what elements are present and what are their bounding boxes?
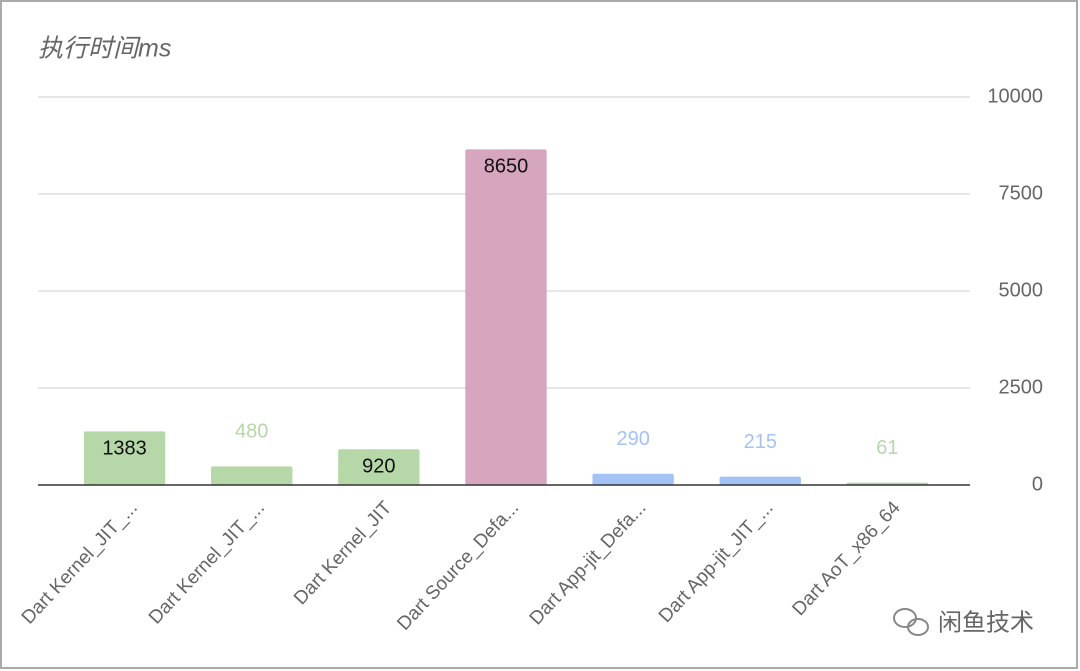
value-label: 480 [235,421,268,443]
value-label: 1383 [102,438,147,460]
y-tick-label: 7500 [999,182,1044,204]
watermark: 闲鱼技术 [938,609,1034,636]
y-tick-label: 10000 [987,85,1043,107]
bar [719,476,801,485]
bar [465,149,547,485]
value-label: 215 [744,431,777,453]
watermark-icon [893,608,929,636]
bar [338,449,420,485]
chart-title: 执行时间ms [38,35,171,63]
value-label: 61 [876,437,898,459]
y-tick-label: 2500 [999,376,1044,398]
y-tick-label: 5000 [999,279,1044,301]
y-tick-label: 0 [1032,473,1043,495]
value-label: 920 [362,456,395,478]
bar [211,466,293,485]
bar [592,473,674,485]
value-label: 290 [616,428,649,450]
value-label: 8650 [484,156,529,178]
bar [83,431,166,485]
